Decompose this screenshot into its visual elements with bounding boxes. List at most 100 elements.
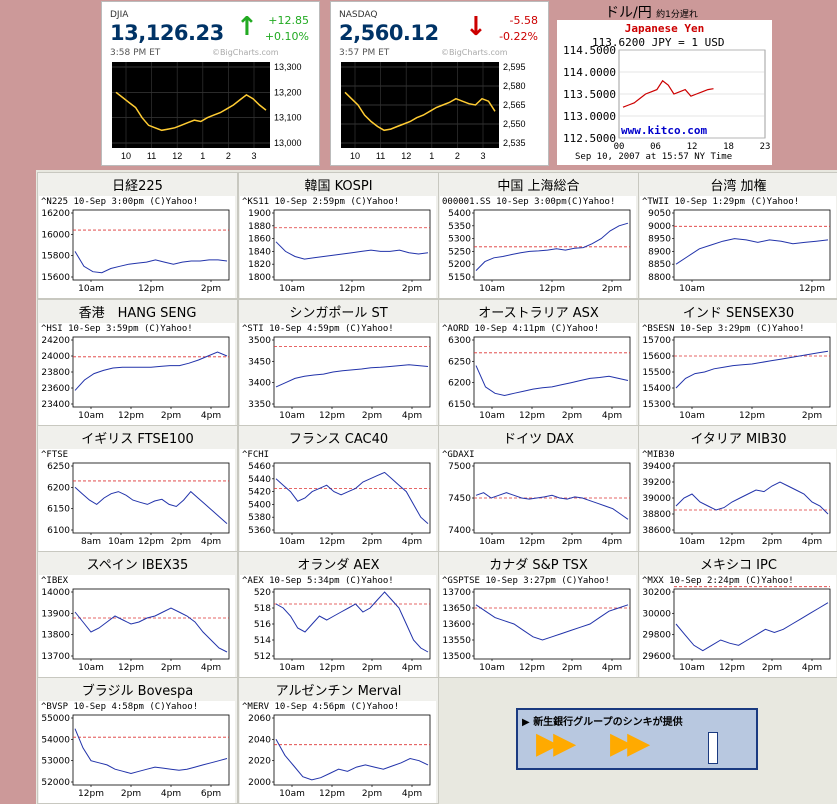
market-cell[interactable]: イタリア MIB30 ^MIB30 39400 39200 39000 38800 3860… (638, 425, 837, 552)
x-tick-label: 2pm (562, 411, 582, 421)
market-cell[interactable]: オランダ AEX ^AEX 10-Sep 5:34pm (C)Yahoo! 520 5… (238, 551, 439, 678)
market-cell[interactable]: インド SENSEX30 ^BSESN 10-Sep 3:29pm (C)Yaho… (638, 299, 837, 426)
x-tick-label: 23 (760, 142, 771, 152)
x-tick-label: 12pm (118, 411, 144, 421)
djia-time: 3:58 PM ET (110, 48, 161, 58)
chart-svg: 7500 7450 7400 10am 12pm 2pm 4pm (448, 462, 631, 547)
plot-area (473, 209, 631, 281)
y-tick-label: 2,535 (503, 138, 526, 148)
chart-header: 000001.SS 10-Sep 3:00pm(C)Yahoo! (442, 197, 616, 207)
plot-area (473, 588, 631, 660)
yen-card[interactable]: 114.5000 114.0000 113.5000 113.0000 112.5000… (557, 20, 772, 165)
y-tick-label: 5360 (248, 526, 271, 536)
chart-svg: 2060 2040 2020 2000 10am 12pm 2pm 4pm (248, 714, 431, 799)
x-tick-label: 4pm (161, 789, 181, 799)
x-tick-label: 12pm (519, 411, 545, 421)
x-tick-label: 2pm (161, 663, 181, 673)
chart-header: ^IBEX (41, 576, 69, 586)
market-cell[interactable]: スペイン IBEX35 ^IBEX 14000 13900 13800 13700 10am… (37, 551, 238, 678)
series-line (675, 238, 829, 265)
nasdaq-time: 3:57 PM ET (339, 48, 390, 58)
plot-area (273, 209, 431, 281)
y-tick-label: 13,200 (274, 87, 302, 97)
market-title: 日経225 (112, 179, 163, 194)
market-cell[interactable]: ブラジル Bovespa ^BVSP 10-Sep 4:58pm (C)Yahoo… (37, 677, 238, 804)
market-cell[interactable]: 台湾 加権 ^TWII 10-Sep 1:29pm (C)Yahoo! 9050 90… (638, 172, 837, 299)
chart-header: ^KS11 10-Sep 2:59pm (C)Yahoo! (242, 197, 400, 207)
chart-svg: 5400 5350 5300 5250 5200 5150 10am 12pm 2pm (448, 209, 631, 294)
y-tick-label: 24200 (41, 336, 70, 346)
market-cell[interactable]: 香港 HANG SENG ^HSI 10-Sep 3:59pm (C)Yahoo!… (37, 299, 238, 426)
market-title: ドイツ DAX (503, 432, 574, 447)
market-cell[interactable]: メキシコ IPC ^MXX 10-Sep 2:24pm (C)Yahoo! 3020… (638, 551, 837, 678)
market-cell[interactable]: シンガポール ST ^STI 10-Sep 4:59pm (C)Yahoo! 350… (238, 299, 439, 426)
market-chart: 000001.SS 10-Sep 3:00pm(C)Yahoo! 5400 5350… (440, 196, 636, 298)
x-tick-label: 12pm (138, 537, 164, 547)
market-cell[interactable]: フランス CAC40 ^FCHI 5460 5440 5420 5400 5380 5360 1… (238, 425, 439, 552)
market-title: 台湾 加権 (710, 179, 767, 194)
x-tick-label: 2pm (802, 411, 822, 421)
y-tick-label: 38800 (642, 510, 671, 520)
market-cell[interactable]: アルゼンチン Merval ^MERV 10-Sep 4:56pm (C)Yaho… (238, 677, 439, 804)
down-arrow-icon: ↓ (465, 12, 487, 42)
market-chart: ^BSESN 10-Sep 3:29pm (C)Yahoo! 15700 15600… (640, 323, 836, 425)
x-tick-label: 12pm (799, 284, 825, 294)
plot-area (273, 588, 431, 660)
x-tick-label: 12pm (539, 284, 565, 294)
y-tick-label: 1840 (248, 247, 271, 257)
y-tick-label: 2,580 (503, 81, 526, 91)
y-tick-label: 8950 (648, 235, 671, 245)
nasdaq-card[interactable]: NASDAQ 2,560.12 ↓ -5.58 -0.22% 3:57 PM E… (330, 1, 549, 166)
market-cell[interactable]: 中国 上海総合 000001.SS 10-Sep 3:00pm(C)Yahoo! 5… (438, 172, 639, 299)
x-tick-label: 4pm (802, 537, 822, 547)
market-chart: ^TWII 10-Sep 1:29pm (C)Yahoo! 9050 9000 895… (640, 196, 836, 298)
yen-header-note: 約1分遅れ (656, 10, 698, 20)
market-cell[interactable]: オーストラリア ASX ^AORD 10-Sep 4:11pm (C)Yahoo!… (438, 299, 639, 426)
x-tick-label: 4pm (602, 663, 622, 673)
y-tick-label: 518 (254, 604, 271, 614)
y-tick-label: 6250 (47, 462, 70, 472)
series-line (275, 591, 429, 653)
plot-area (72, 336, 230, 408)
sponsor-banner[interactable]: ▶ 新生銀行グループのシンキが提供 ▶▶ ▶▶ (516, 708, 758, 770)
y-tick-label: 13,300 (274, 62, 302, 72)
market-cell[interactable]: 韓国 KOSPI ^KS11 10-Sep 2:59pm (C)Yahoo! 190… (238, 172, 439, 299)
y-tick-label: 6200 (448, 379, 471, 389)
y-tick-label: 13800 (41, 631, 70, 641)
chart-header: ^STI 10-Sep 4:59pm (C)Yahoo! (242, 324, 394, 334)
market-chart: ^MIB30 39400 39200 39000 38800 38600 10am 12pm 2… (640, 449, 836, 551)
x-tick-label: 4pm (402, 537, 422, 547)
djia-credit: ©BigCharts.com (212, 48, 279, 57)
nasdaq-label: NASDAQ (339, 10, 378, 20)
y-tick-label: 15600 (642, 352, 671, 362)
plot-area (72, 462, 230, 534)
banner-text: ▶ 新生銀行グループのシンキが提供 (522, 713, 683, 728)
up-arrow-icon: ↑ (236, 12, 258, 42)
y-tick-label: 2,595 (503, 62, 526, 72)
y-tick-label: 8850 (648, 260, 671, 270)
y-tick-label: 5200 (448, 260, 471, 270)
x-tick-label: 10am (279, 663, 305, 673)
chart-svg: 5460 5440 5420 5400 5380 5360 10am 12pm 2pm 4pm (248, 462, 431, 547)
market-title: シンガポール ST (289, 306, 388, 321)
y-tick-label: 2,565 (503, 100, 526, 110)
chart-svg: 24200 24000 23800 23600 23400 10am 12pm 2pm 4pm (41, 336, 230, 421)
y-tick-label: 29600 (642, 652, 671, 662)
djia-card[interactable]: DJIA 13,126.23 ↑ +12.85 +0.10% 3:58 PM E… (101, 1, 320, 166)
y-tick-label: 16200 (41, 209, 70, 219)
market-cell[interactable]: ドイツ DAX ^GDAXI 7500 7450 7400 10am 12pm 2pm 4pm (438, 425, 639, 552)
y-tick-label: 6100 (47, 526, 70, 536)
x-tick-label: 3 (251, 151, 256, 161)
market-cell[interactable]: イギリス FTSE100 ^FTSE 6250 6200 6150 6100 8am 10am… (37, 425, 238, 552)
market-chart: ^AORD 10-Sep 4:11pm (C)Yahoo! 6300 6250 620… (440, 323, 636, 425)
y-tick-label: 2020 (248, 757, 271, 767)
market-cell[interactable]: 日経225 ^N225 10-Sep 3:00pm (C)Yahoo! 16200 1… (37, 172, 238, 299)
market-cell[interactable]: カナダ S&P TSX ^GSPTSE 10-Sep 3:27pm (C)Yaho… (438, 551, 639, 678)
y-tick-label: 55000 (41, 714, 70, 724)
y-tick-label: 39000 (642, 494, 671, 504)
series-line (74, 728, 228, 775)
y-tick-label: 8800 (648, 273, 671, 283)
chart-svg: 55000 54000 53000 52000 12pm 2pm 4pm 6pm (41, 714, 230, 799)
x-tick-label: 10am (279, 284, 305, 294)
